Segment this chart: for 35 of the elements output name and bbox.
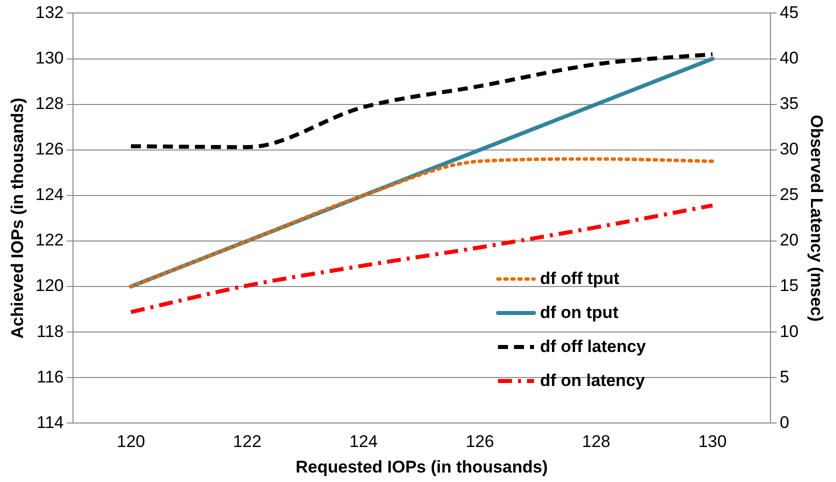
y-tick-label: 126 — [35, 140, 64, 159]
legend-label: df on tput — [540, 303, 618, 323]
y-tick-label: 130 — [35, 48, 64, 68]
legend-label: df off tput — [540, 269, 620, 289]
y2-tick-label: 15 — [780, 276, 799, 296]
y2-tick-label: 10 — [780, 322, 799, 341]
y2-tick-label: 45 — [780, 2, 799, 22]
x-tick-label: 120 — [116, 432, 146, 452]
legend-label: df on latency — [540, 371, 645, 391]
x-tick-label: 126 — [466, 432, 494, 452]
y-tick-label: 122 — [35, 230, 64, 250]
x-tick-label: 128 — [582, 432, 610, 452]
y-tick-label: 124 — [35, 185, 64, 204]
y2-tick-label: 35 — [780, 94, 799, 113]
x-tick-label: 124 — [349, 432, 378, 452]
y-tick-label: 116 — [36, 367, 64, 386]
y-tick-label: 118 — [36, 322, 64, 341]
y-tick-label: 128 — [35, 94, 64, 113]
y2-axis-title: Observed Latency (msec) — [807, 114, 826, 322]
line-series — [128, 52, 715, 150]
x-axis-title: Requested IOPs (in thousands) — [296, 457, 548, 476]
y-tick-label: 132 — [35, 2, 64, 22]
y-tick-label: 114 — [36, 412, 64, 432]
line-series — [129, 157, 714, 288]
x-tick-label: 130 — [698, 432, 727, 452]
y-tick-label: 120 — [35, 276, 64, 296]
y-axis-title: Achieved IOPs (in thousands) — [8, 98, 27, 339]
y2-tick-label: 0 — [780, 412, 790, 432]
y2-tick-label: 40 — [780, 48, 799, 68]
legend-label: df off latency — [540, 337, 646, 357]
y2-tick-label: 25 — [780, 185, 799, 204]
x-tick-label: 122 — [233, 432, 262, 452]
y2-tick-label: 20 — [780, 230, 799, 250]
y2-tick-label: 5 — [780, 367, 790, 386]
y2-tick-label: 30 — [780, 140, 799, 159]
